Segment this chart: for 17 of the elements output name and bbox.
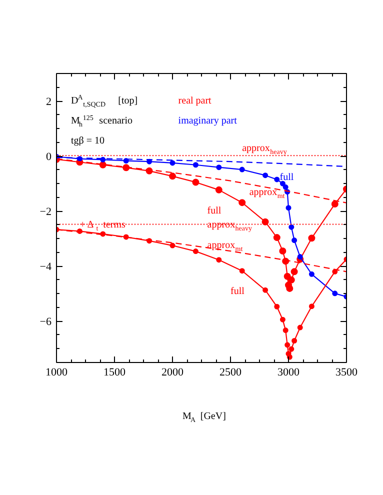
y-tick-label: −4 [40,261,52,274]
y-tick-label: −6 [40,316,52,328]
x-tick-label: 2000 [162,366,184,378]
y-tick-label: 2 [46,96,52,108]
annotation: imaginary part [178,115,238,126]
annotation: full [280,172,294,184]
annotation: full [207,205,222,216]
y-tick-label: 0 [46,151,52,164]
x-tick-label: 1000 [46,366,68,378]
annotation: tgβ = 10 [71,135,105,146]
x-tick-label: 1500 [104,366,126,378]
annotation: real part [178,95,212,106]
x-tick-label: 3500 [336,366,358,378]
y-tick-label: −2 [40,206,52,218]
x-tick-label: 3000 [278,366,300,378]
annotation: full [230,286,245,298]
x-tick-label: 2500 [220,366,242,378]
